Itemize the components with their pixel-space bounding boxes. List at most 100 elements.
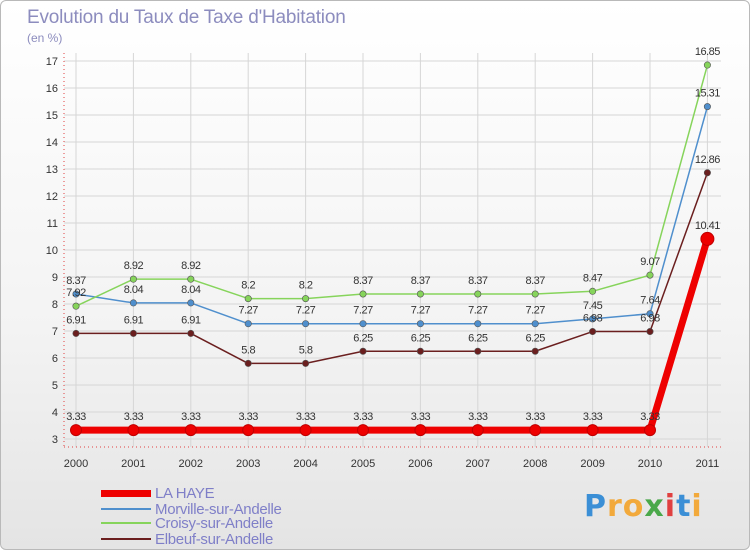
data-label: 8.04: [124, 284, 144, 296]
y-tick-label: 11: [47, 218, 58, 230]
data-label: 6.91: [124, 314, 144, 326]
data-point: [589, 287, 597, 295]
data-label: 6.25: [353, 332, 373, 344]
series-line-0: [76, 237, 711, 434]
data-point: [700, 231, 715, 246]
legend-item-morville: Morville-sur-Andelle: [101, 500, 282, 518]
data-label: 8.92: [124, 260, 144, 272]
data-point: [589, 315, 597, 323]
data-point: [416, 290, 424, 298]
data-point: [644, 424, 656, 437]
data-label: 3.33: [525, 411, 545, 423]
data-point: [474, 290, 482, 298]
y-tick-label: 12: [46, 191, 58, 203]
data-point: [129, 275, 137, 283]
data-label: 5.8: [299, 344, 313, 356]
data-point: [244, 295, 252, 303]
data-point: [586, 424, 599, 437]
data-point: [184, 424, 197, 437]
data-label: 12.86: [695, 154, 720, 166]
data-point: [70, 424, 82, 437]
data-point: [531, 347, 539, 355]
data-label: 3.33: [468, 411, 488, 423]
y-tick-label: 14: [46, 137, 58, 149]
legend-label: Morville-sur-Andelle: [155, 500, 282, 518]
data-label: 8.04: [181, 284, 201, 296]
data-labels: 3.33 3.33 3.33 3.33 3.33 3.33 3.33 3.33 3.33 3.33…: [66, 46, 721, 423]
data-point: [703, 61, 711, 69]
data-label: 6.25: [411, 332, 431, 344]
data-point: [531, 290, 539, 298]
data-point: [703, 169, 711, 177]
data-point: [187, 275, 195, 283]
data-label: 8.37: [411, 275, 431, 287]
data-point: [242, 424, 255, 437]
data-label: 15.31: [695, 88, 720, 100]
proxiti-logo: Proxiti: [584, 489, 703, 524]
x-tick-label: 2005: [351, 458, 375, 470]
data-label: 3.33: [583, 411, 603, 423]
data-point: [646, 310, 654, 318]
data-label: 9.07: [640, 256, 660, 268]
axes: 3 4 5 6 7 8 9 10 11 12 13 14 15 16 17 2000 2001 2002 2003 2…: [46, 53, 721, 470]
logo-letter: x: [644, 489, 665, 524]
data-label: 8.37: [66, 275, 86, 287]
y-tick-label: 4: [52, 407, 58, 419]
legend-swatch: [101, 522, 151, 524]
data-label: 7.27: [468, 305, 488, 317]
data-label: 16.85: [695, 46, 720, 58]
data-label: 8.47: [583, 272, 603, 284]
data-point: [187, 329, 195, 337]
x-tick-label: 2006: [408, 458, 432, 470]
legend-item-elbeuf: Elbeuf-sur-Andelle: [101, 531, 273, 548]
x-tick-label: 2004: [293, 458, 317, 470]
data-label: 7.92: [66, 287, 86, 299]
data-label: 7.27: [353, 305, 373, 317]
data-label: 3.33: [124, 411, 144, 423]
data-label: 6.91: [66, 314, 86, 326]
series-line-3: [76, 172, 709, 365]
data-label: 6.98: [583, 313, 603, 325]
data-label: 7.27: [411, 305, 431, 317]
y-tick-label: 8: [52, 299, 58, 311]
data-label: 7.27: [525, 305, 545, 317]
y-tick-label: 16: [46, 83, 58, 95]
data-label: 7.27: [296, 305, 316, 317]
data-label: 8.2: [241, 280, 255, 292]
x-tick-label: 2009: [580, 458, 604, 470]
logo-letter: t: [676, 489, 692, 524]
data-point: [72, 290, 80, 298]
y-tick-label: 3: [52, 434, 58, 446]
data-label: 6.25: [468, 332, 488, 344]
data-point: [589, 328, 597, 336]
data-point: [416, 347, 424, 355]
data-label: 8.37: [353, 275, 373, 287]
y-tick-label: 5: [52, 380, 58, 392]
x-tick-label: 2000: [64, 458, 88, 470]
data-point: [416, 320, 424, 328]
logo-letter: i: [691, 489, 703, 524]
chart-subtitle: (en %): [27, 31, 63, 45]
data-label: 3.33: [296, 411, 316, 423]
grid: [64, 53, 721, 447]
data-point: [302, 359, 310, 367]
data-point: [127, 424, 140, 437]
data-label: 7.45: [583, 300, 603, 312]
legend-item-croisy: Croisy-sur-Andelle: [101, 515, 273, 532]
data-label: 7.27: [238, 305, 258, 317]
data-point: [129, 329, 137, 337]
x-tick-label: 2003: [236, 458, 260, 470]
data-point: [531, 320, 539, 328]
data-point: [187, 299, 195, 307]
data-point: [646, 271, 654, 279]
data-point: [359, 320, 367, 328]
legend-swatch: [101, 538, 151, 540]
y-tick-label: 13: [46, 164, 58, 176]
logo-letter: P: [584, 489, 607, 524]
legend-swatch: [101, 489, 151, 497]
data-label: 3.33: [238, 411, 258, 423]
y-tick-label: 6: [52, 353, 58, 365]
data-label: 3.33: [640, 411, 660, 423]
